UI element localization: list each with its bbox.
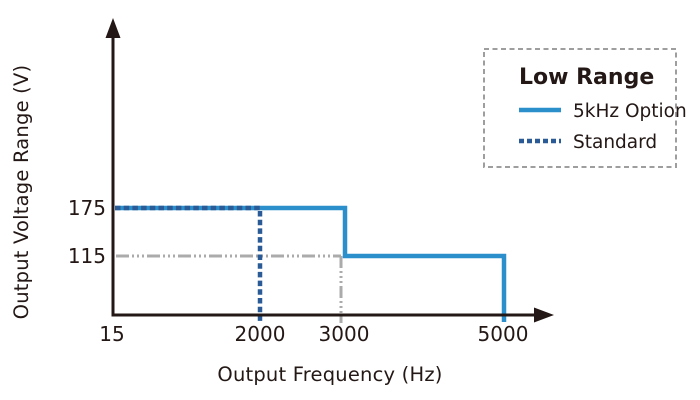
y-axis-arrow-icon xyxy=(105,18,121,38)
legend-title: Low Range xyxy=(519,65,654,90)
legend: Low Range 5kHz Option Standard xyxy=(483,48,687,168)
series-5khz-option-line xyxy=(115,205,507,322)
x-axis-arrow-icon xyxy=(534,307,554,323)
legend-label-5khz-option: 5kHz Option xyxy=(573,101,687,122)
y-tick-115: 115 xyxy=(68,244,106,268)
x-tick-3000: 3000 xyxy=(319,322,370,346)
y-tick-175: 175 xyxy=(68,196,106,220)
x-axis-title: Output Frequency (Hz) xyxy=(217,363,442,386)
x-tick-2000: 2000 xyxy=(235,322,286,346)
x-tick-5000: 5000 xyxy=(478,322,529,346)
y-axis-title: Output Voltage Range (V) xyxy=(10,65,33,320)
legend-border xyxy=(483,48,677,168)
legend-label-standard: Standard xyxy=(573,132,657,153)
x-tick-15: 15 xyxy=(99,322,124,346)
